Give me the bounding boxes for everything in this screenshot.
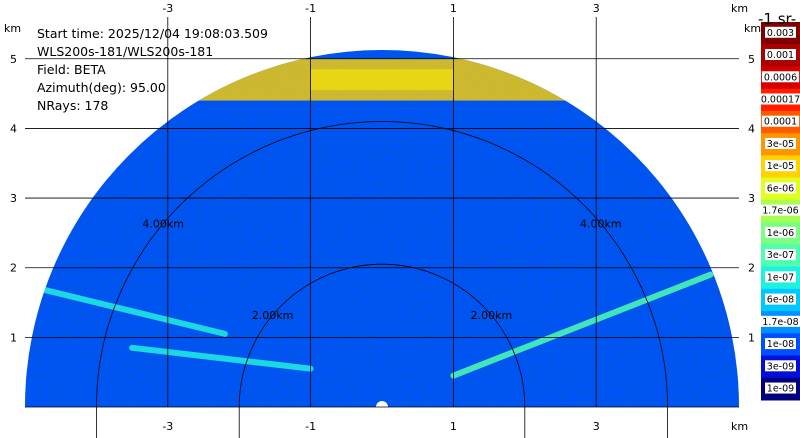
x-tick-bottom--1: -1 xyxy=(305,420,316,433)
y-tick-left-3: 3 xyxy=(10,192,17,205)
colorbar-label-bg-6 xyxy=(765,160,796,172)
y-tick-left-4: 4 xyxy=(10,122,17,135)
y-tick-left-1: 1 xyxy=(10,331,17,344)
colorbar-label-bg-1 xyxy=(765,49,796,61)
x-tick-top--3: -3 xyxy=(162,2,173,15)
range-ring-0 xyxy=(238,263,526,438)
colorbar-label-bg-4 xyxy=(761,115,800,127)
colorbar-label-2: 0.0006 xyxy=(764,72,797,83)
grid-lines xyxy=(25,17,739,408)
colorbar: 0.003 0.001 0.0006 0.00017 0.0001 3e-05 1e-05 6… xyxy=(758,22,800,401)
colorbar-label-7: 6e-06 xyxy=(767,183,794,194)
colorbar-label-14: 1e-08 xyxy=(767,339,794,350)
feature-band-1 xyxy=(25,282,228,337)
feature-core-0 xyxy=(310,69,454,91)
colorbar-label-5: 3e-05 xyxy=(767,139,794,150)
axis-unit-label-1: km xyxy=(731,2,748,15)
colorbar-label-bg-3 xyxy=(758,93,800,105)
colorbar-label-bg-16 xyxy=(765,382,796,394)
colorbar-label-13: 1.7e-08 xyxy=(762,317,798,328)
colorbar-label-3: 0.00017 xyxy=(761,94,800,105)
colorbar-label-bg-13 xyxy=(758,315,800,327)
range-ring-label-0-1: 2.00km xyxy=(471,309,513,322)
y-tick-right-2: 2 xyxy=(748,262,755,275)
colorbar-label-9: 1e-06 xyxy=(767,228,794,239)
colorbar-label-bg-10 xyxy=(765,249,796,261)
radar-origin xyxy=(376,401,388,407)
axis-ticks: -3 -3 -1 -1 1 1 3 3 1 1 2 2 3 3 4 4 5 5 km km km km xyxy=(4,2,761,433)
colorbar-label-bg-5 xyxy=(765,137,796,149)
colorbar-label-bg-15 xyxy=(765,360,796,372)
range-ring-label-1-0: 4.00km xyxy=(142,217,184,230)
colorbar-label-0: 0.003 xyxy=(767,28,794,39)
y-tick-right-3: 3 xyxy=(748,192,755,205)
colorbar-label-16: 1e-09 xyxy=(767,384,794,395)
x-tick-bottom--3: -3 xyxy=(162,420,173,433)
colorbar-label-6: 1e-05 xyxy=(767,161,794,172)
colorbar-label-bg-12 xyxy=(765,293,796,305)
range-ring-label-0-0: 2.00km xyxy=(252,309,294,322)
azimuth-label: Azimuth(deg): 95.00 xyxy=(37,80,166,95)
range-ring-label-1-1: 4.00km xyxy=(580,217,622,230)
x-tick-top--1: -1 xyxy=(305,2,316,15)
colorbar-label-15: 3e-09 xyxy=(767,361,794,372)
start-time-label: Start time: 2025/12/04 19:08:03.509 xyxy=(37,26,268,41)
feature-band-2 xyxy=(129,344,314,372)
x-tick-top-1: 1 xyxy=(450,2,457,15)
colorbar-label-4: 0.0001 xyxy=(764,117,797,128)
x-tick-top-3: 3 xyxy=(593,2,600,15)
nrays-label: NRays: 178 xyxy=(37,98,109,113)
colorbar-label-10: 3e-07 xyxy=(767,250,794,261)
colorbar-label-11: 1e-07 xyxy=(767,272,794,283)
colorbar-label-bg-7 xyxy=(765,182,796,194)
colorbar-label-bg-0 xyxy=(765,26,796,38)
y-tick-right-4: 4 xyxy=(748,122,755,135)
range-rings: 2.00km 2.00km 4.00km 4.00km xyxy=(96,121,668,438)
x-tick-bottom-1: 1 xyxy=(450,420,457,433)
feature-band-3 xyxy=(450,271,714,379)
colorbar-title: -1 sr- xyxy=(758,10,797,28)
y-tick-left-5: 5 xyxy=(10,53,17,66)
colorbar-label-8: 1.7e-06 xyxy=(762,206,798,217)
x-tick-bottom-3: 3 xyxy=(593,420,600,433)
y-tick-right-5: 5 xyxy=(748,53,755,66)
info-panel: Start time: 2025/12/04 19:08:03.509 WLS2… xyxy=(37,25,268,115)
colorbar-label-bg-14 xyxy=(765,338,796,350)
colorbar-label-bg-11 xyxy=(765,271,796,283)
field-label: Field: BETA xyxy=(37,62,106,77)
axis-unit-label-0: km xyxy=(4,22,21,35)
range-ring-1 xyxy=(96,121,668,438)
instrument-label: WLS200s-181/WLS200s-181 xyxy=(37,44,214,59)
colorbar-label-12: 6e-08 xyxy=(767,295,794,306)
y-tick-right-1: 1 xyxy=(748,331,755,344)
colorbar-label-bg-2 xyxy=(761,71,800,83)
axis-unit-label-3: km xyxy=(731,420,748,433)
y-tick-left-2: 2 xyxy=(10,262,17,275)
colorbar-label-bg-8 xyxy=(758,204,800,216)
axis-unit-label-2: km xyxy=(744,22,761,35)
colorbar-label-bg-9 xyxy=(765,226,796,238)
colorbar-label-1: 0.001 xyxy=(767,50,794,61)
